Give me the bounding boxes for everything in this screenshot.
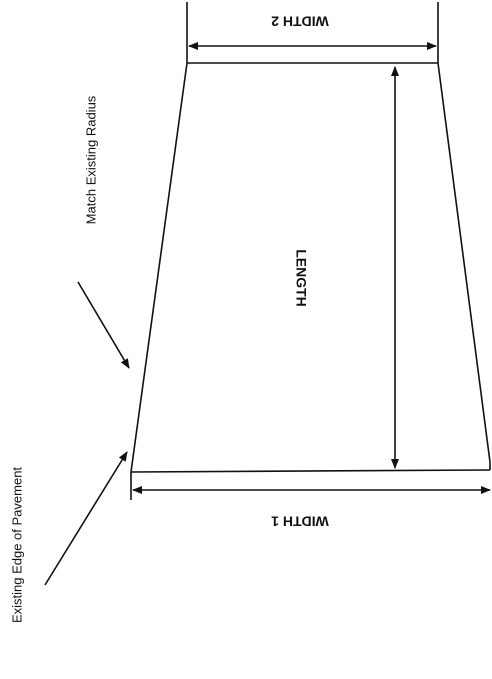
- edge-note: Existing Edge of Pavement: [9, 467, 24, 623]
- leader-arrow: [77, 281, 130, 369]
- width-2-label: WIDTH 2: [271, 13, 329, 29]
- trapezoid: [130, 62, 491, 473]
- bottom-edge: [130, 469, 491, 473]
- length-label: LENGTH: [293, 249, 309, 307]
- leader-arrow: [44, 451, 128, 586]
- radius-note: Match Existing Radius: [83, 95, 98, 224]
- width-1-label: WIDTH 1: [271, 513, 329, 529]
